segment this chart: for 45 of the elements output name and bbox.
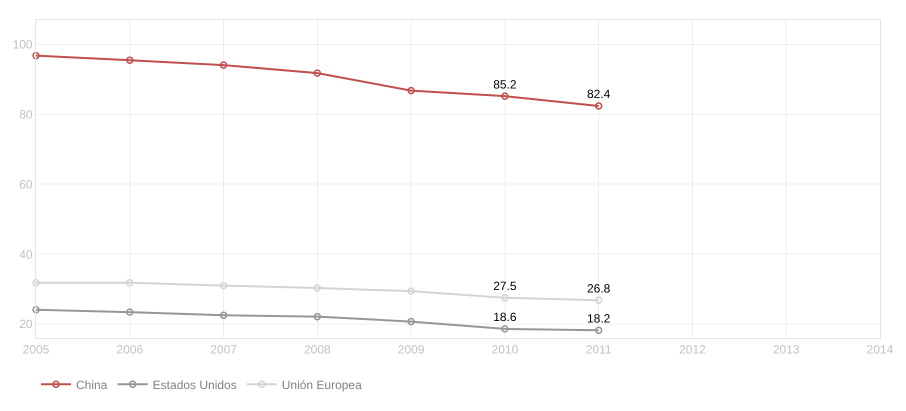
point [594, 102, 602, 110]
point [314, 312, 322, 320]
y-tick-label: 100 [12, 38, 33, 52]
data-label: 18.2 [586, 312, 611, 326]
y-tick-label: 20 [19, 317, 33, 332]
point [501, 294, 509, 302]
data-label: 26.8 [586, 282, 611, 296]
point [594, 326, 602, 334]
x-tick-label: 2011 [586, 342, 612, 356]
point [501, 92, 509, 100]
x-tick-label: 2006 [116, 342, 144, 356]
legend-label: Estados Unidos [152, 378, 237, 392]
data-label: 82.4 [586, 87, 611, 102]
data-label: 27.5 [493, 279, 517, 294]
point [126, 279, 134, 287]
y-tick-label: 80 [19, 108, 33, 122]
point [126, 56, 134, 64]
point [407, 318, 415, 326]
data-label: 18.6 [493, 310, 517, 324]
point [407, 86, 415, 94]
point [220, 282, 228, 290]
point [594, 296, 602, 304]
point [220, 61, 228, 69]
point [32, 306, 40, 314]
data-label: 85.2 [493, 77, 517, 92]
x-tick-label: 2010 [492, 342, 519, 356]
legend-label: China [76, 378, 108, 392]
point [32, 279, 40, 287]
x-tick-label: 2007 [210, 342, 238, 356]
x-tick-label: 2009 [398, 342, 425, 356]
legend-label: Unión Europea [282, 378, 362, 392]
point [501, 325, 509, 333]
point [314, 284, 322, 292]
point [32, 52, 40, 60]
point [126, 308, 134, 316]
x-tick-label: 2014 [866, 342, 894, 356]
x-tick-label: 2005 [22, 342, 50, 356]
y-tick-label: 60 [19, 177, 33, 192]
point [407, 287, 415, 295]
x-tick-label: 2008 [304, 342, 331, 356]
point [314, 69, 322, 77]
point [220, 312, 228, 320]
x-tick-label: 2013 [772, 342, 800, 356]
x-tick-label: 2012 [679, 342, 706, 356]
y-tick-label: 40 [19, 247, 33, 262]
